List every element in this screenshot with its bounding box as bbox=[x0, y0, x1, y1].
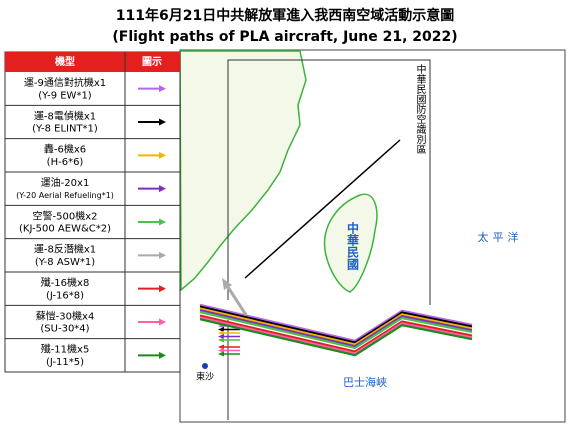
flight-path bbox=[199, 314, 473, 353]
median-line bbox=[244, 139, 401, 279]
legend-sublabel: (Y-20 Aerial Refueling*1) bbox=[16, 191, 114, 200]
flight-path bbox=[199, 310, 473, 350]
flight-path bbox=[199, 309, 473, 348]
dongsha-label: 東沙 bbox=[196, 371, 214, 383]
pacific-label: 太平洋 bbox=[478, 230, 523, 244]
legend-header-text: 圖示 bbox=[142, 56, 162, 68]
legend-label: 殲-11機x5 bbox=[41, 343, 90, 356]
legend: 機型 圖示 運-9通信對抗機x1(Y-9 EW*1) 運-8電偵機x1 (Y-8 E… bbox=[4, 51, 181, 373]
legend-label: 運油-20x1 bbox=[41, 176, 90, 189]
adiz-label: 中華民國防空識別區 bbox=[414, 63, 426, 154]
legend-header-text: 機型 bbox=[55, 55, 75, 68]
legend-header bbox=[5, 52, 180, 72]
legend-sublabel: (H-6*6) bbox=[47, 157, 84, 168]
legend-arrowhead bbox=[159, 285, 166, 293]
arrowhead bbox=[218, 351, 224, 357]
legend-arrowhead bbox=[159, 185, 166, 193]
legend-label: 運-8反潛機x1 bbox=[34, 243, 96, 256]
legend-arrowhead bbox=[159, 118, 166, 126]
legend-sublabel: (J-16*8) bbox=[46, 290, 84, 301]
legend-arrowhead bbox=[159, 218, 166, 226]
title: 111年6月21日中共解放軍進入我西南空域活動示意圖 bbox=[116, 7, 454, 24]
asw-path bbox=[224, 283, 248, 316]
adiz-boundary bbox=[227, 59, 431, 305]
legend-arrowhead bbox=[159, 85, 166, 93]
legend-label: 運-8電偵機x1 bbox=[34, 109, 96, 122]
legend-sublabel: (KJ-500 AEW&C*2) bbox=[19, 224, 111, 235]
arrowhead bbox=[218, 327, 224, 332]
legend-sublabel: (J-11*5) bbox=[46, 357, 84, 368]
legend-sublabel: (SU-30*4) bbox=[40, 324, 89, 335]
subtitle: (Flight paths of PLA aircraft, June 21, … bbox=[112, 29, 457, 45]
flight-path bbox=[199, 318, 473, 357]
arrowhead bbox=[218, 330, 224, 336]
legend-label: 運-9通信對抗機x1 bbox=[24, 76, 106, 89]
taiwan-label: 中華民國 bbox=[346, 221, 360, 271]
flight-path bbox=[199, 305, 473, 344]
flight-path bbox=[199, 303, 473, 342]
legend-sublabel: (Y-8 ASW*1) bbox=[35, 257, 95, 268]
legend-label: 轟-6機x6 bbox=[44, 143, 86, 156]
dongsha-dot bbox=[202, 363, 208, 369]
legend-label: 空警-500機x2 bbox=[33, 209, 98, 222]
flight-path bbox=[199, 316, 473, 355]
legend-arrowhead bbox=[159, 251, 166, 259]
arrowhead bbox=[218, 348, 224, 353]
legend-arrowhead bbox=[159, 151, 166, 159]
legend-arrowhead bbox=[159, 318, 166, 326]
arrowhead bbox=[218, 337, 224, 343]
legend-label: 殲-16機x8 bbox=[41, 276, 90, 289]
arrowhead bbox=[218, 334, 224, 339]
legend-sublabel: (Y-9 EW*1) bbox=[38, 90, 92, 101]
arrowhead bbox=[222, 278, 232, 290]
flight-path bbox=[199, 307, 473, 346]
bashi-label: 巴士海峽 bbox=[343, 375, 387, 389]
legend-label: 蘇愷-30機x4 bbox=[36, 309, 95, 322]
arrowhead bbox=[218, 344, 224, 350]
legend-sublabel: (Y-8 ELINT*1) bbox=[32, 124, 98, 135]
legend-arrowhead bbox=[159, 351, 166, 359]
china-coast bbox=[179, 50, 307, 292]
taiwan-island bbox=[323, 193, 378, 293]
